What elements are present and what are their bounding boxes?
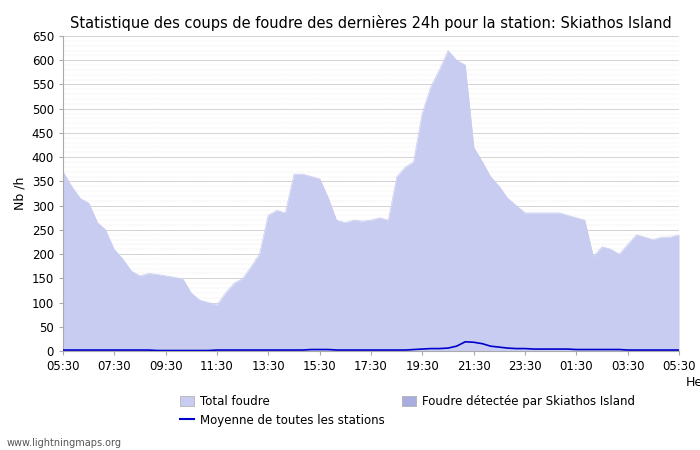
Legend: Total foudre, Moyenne de toutes les stations, Foudre détectée par Skiathos Islan: Total foudre, Moyenne de toutes les stat…	[180, 395, 636, 427]
Title: Statistique des coups de foudre des dernières 24h pour la station: Skiathos Isla: Statistique des coups de foudre des dern…	[70, 15, 672, 31]
Text: www.lightningmaps.org: www.lightningmaps.org	[7, 438, 122, 448]
Y-axis label: Nb /h: Nb /h	[13, 177, 26, 210]
Text: Heure: Heure	[686, 376, 700, 389]
